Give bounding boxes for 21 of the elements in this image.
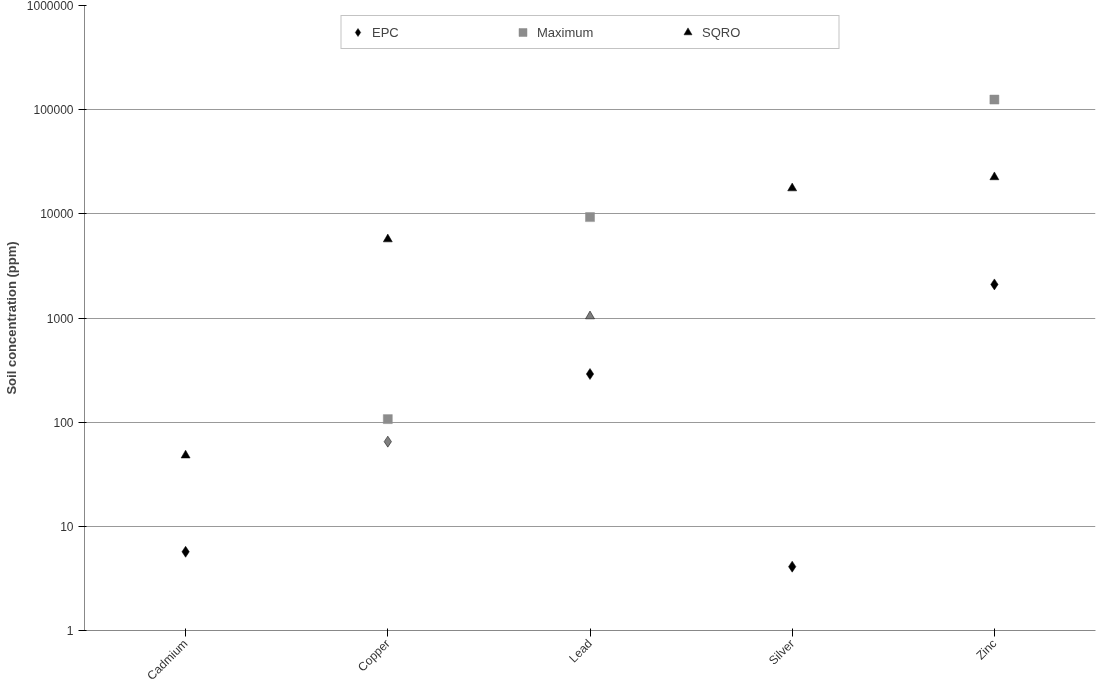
point: [181, 546, 190, 558]
legend-label: EPC: [372, 24, 400, 40]
y-tick-label: 100: [53, 415, 74, 430]
point: [989, 94, 1000, 105]
point: [585, 212, 595, 222]
point: [180, 449, 191, 459]
point: [383, 414, 393, 424]
y-tick-label: 1: [66, 624, 74, 638]
legend-label: Maximum: [537, 24, 595, 40]
y-axis-title: Soil concentration (ppm): [3, 241, 19, 395]
y-tick-label: 10: [60, 519, 74, 534]
point: [383, 233, 393, 243]
point: [787, 182, 797, 192]
point: [989, 171, 1000, 180]
legend-label: SQRO: [702, 24, 742, 40]
point: [585, 310, 595, 320]
y-tick-label: 1000000: [26, 0, 74, 13]
y-tick-label: 10000: [40, 207, 74, 222]
x-tick-label: Zinc: [973, 636, 1000, 663]
y-tick-label: 100000: [33, 103, 74, 118]
y-tick-label: 1000: [46, 311, 74, 326]
